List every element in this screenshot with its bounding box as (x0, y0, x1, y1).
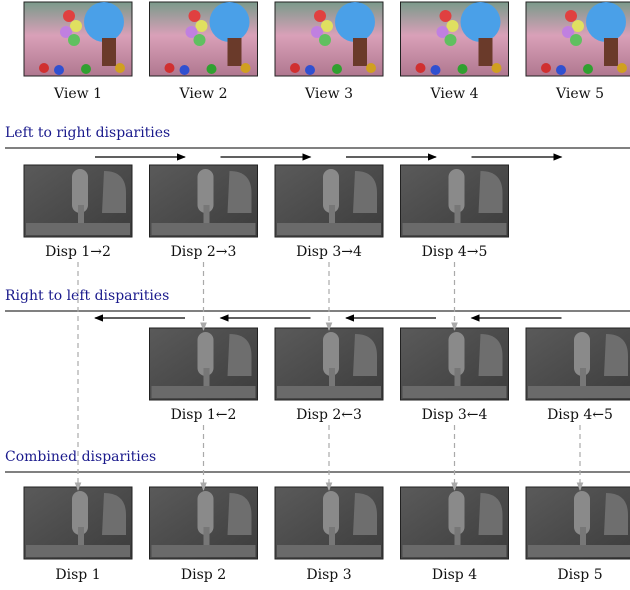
image-label: Disp 3 (306, 567, 351, 583)
section-title: Left to right disparities (5, 125, 170, 141)
image-label: Disp 5 (557, 567, 602, 583)
section-title: Combined disparities (5, 449, 156, 465)
combined-image (150, 487, 258, 559)
image-label: Disp 4←5 (547, 407, 613, 423)
image-label: Disp 1←2 (171, 407, 237, 423)
image-label: Disp 3→4 (296, 244, 362, 260)
combined-image (275, 487, 383, 559)
disparity-image (150, 328, 258, 400)
image-label: Disp 1 (55, 567, 100, 583)
image-label: Disp 3←4 (422, 407, 488, 423)
disparity-image (150, 165, 258, 237)
disparity-image (24, 165, 132, 237)
disparity-image (275, 165, 383, 237)
combined-image (526, 487, 630, 559)
view-image (150, 2, 258, 76)
view-image (401, 2, 509, 76)
image-label: Disp 2 (181, 567, 226, 583)
view-image (24, 2, 132, 76)
disparity-image (526, 328, 630, 400)
view-image (275, 2, 383, 76)
image-label: View 4 (430, 86, 479, 102)
view-image (526, 2, 630, 76)
image-label: Disp 2→3 (171, 244, 237, 260)
section-title: Right to left disparities (5, 288, 169, 304)
image-label: View 2 (179, 86, 228, 102)
figure: View 1 View 2 View 3 View 4 View 5 Left to ri… (0, 0, 630, 590)
combined-image (401, 487, 509, 559)
image-label: Disp 4→5 (422, 244, 488, 260)
disparity-image (401, 165, 509, 237)
image-label: Disp 4 (432, 567, 477, 583)
combined-image (24, 487, 132, 559)
image-label: View 1 (53, 86, 102, 102)
disparity-image (275, 328, 383, 400)
disparity-image (401, 328, 509, 400)
image-label: View 3 (304, 86, 353, 102)
image-label: Disp 2←3 (296, 407, 362, 423)
image-label: View 5 (555, 86, 604, 102)
image-label: Disp 1→2 (45, 244, 111, 260)
